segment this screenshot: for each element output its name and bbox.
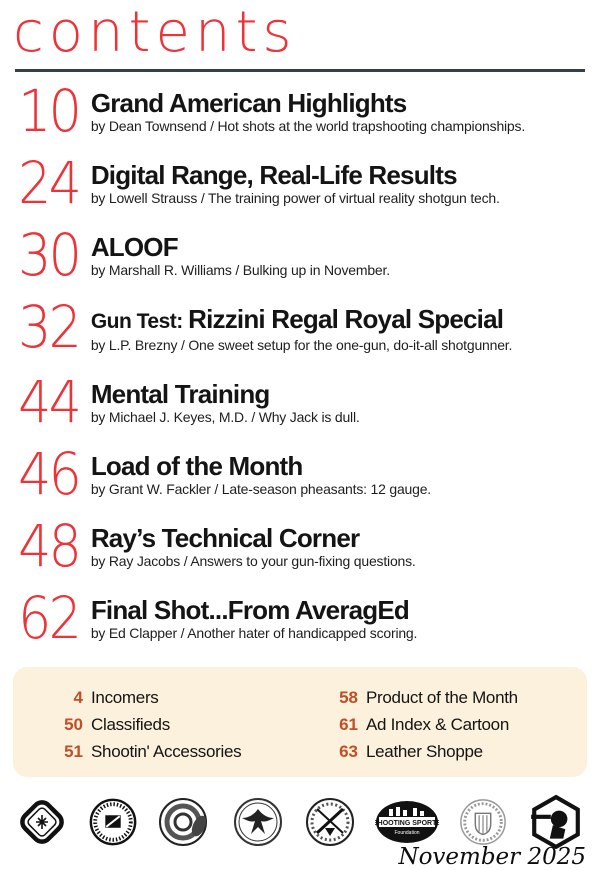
feature-list: 10 Grand American Highlights by Dean Tow… <box>0 72 600 652</box>
departments-box: 4 Incomers 50 Classifieds 51 Shootin' Ac… <box>13 667 587 777</box>
department-label: Incomers <box>91 688 159 707</box>
striped-shield-seal-icon <box>460 799 506 845</box>
shooting-sports-oval-logo-icon: SHOOTING SPORTS Foundation <box>375 801 439 843</box>
feature-title: Digital Range, Real-Life Results <box>90 160 458 190</box>
feature-page-number: 44 <box>18 368 82 436</box>
shooting-sports-sublabel: Foundation <box>394 830 419 836</box>
target-bird-seal-icon <box>159 798 207 846</box>
feature-title: Final Shot...From AveragEd <box>90 595 410 625</box>
department-label: Product of the Month <box>366 688 518 707</box>
department-entry: 51 Shootin' Accessories <box>57 738 322 765</box>
department-page-number: 61 <box>339 715 358 734</box>
department-entry: 63 Leather Shoppe <box>332 738 567 765</box>
department-label: Shootin' Accessories <box>91 742 242 761</box>
association-logo-strip: SHOOTING SPORTS Foundation <box>15 792 585 852</box>
feature-entry: 62 Final Shot...From AveragEd by Ed Clap… <box>10 584 600 652</box>
header-divider <box>15 69 585 72</box>
department-entry: 61 Ad Index & Cartoon <box>332 711 567 738</box>
feature-page-number: 24 <box>18 149 82 217</box>
feature-page-number: 10 <box>18 77 82 145</box>
feature-title: Load of the Month <box>90 451 303 481</box>
feature-byline: by Lowell Strauss / The training power o… <box>90 190 500 206</box>
diamond-seal-icon <box>20 800 64 844</box>
page-title: contents <box>13 0 297 65</box>
department-entry: 58 Product of the Month <box>332 684 567 711</box>
eagle-crest-seal-icon <box>234 798 282 846</box>
feature-title: Gun Test: Rizzini Regal Royal Special <box>91 305 512 336</box>
department-page-number: 58 <box>339 688 358 707</box>
department-page-number: 63 <box>339 742 358 761</box>
department-page-number: 51 <box>64 742 83 761</box>
feature-byline: by Michael J. Keyes, M.D. / Why Jack is … <box>90 409 360 425</box>
department-page-number: 50 <box>64 715 83 734</box>
feature-entry: 48 Ray’s Technical Corner by Ray Jacobs … <box>10 512 600 580</box>
feature-byline: by Ray Jacobs / Answers to your gun-fixi… <box>90 553 416 569</box>
feature-byline: by Ed Clapper / Another hater of handica… <box>90 625 418 641</box>
feature-page-number: 32 <box>18 293 82 361</box>
department-page-number: 4 <box>73 688 83 707</box>
feature-entry: 46 Load of the Month by Grant W. Fackler… <box>10 440 600 508</box>
feature-page-number: 62 <box>18 584 82 652</box>
feature-entry: 44 Mental Training by Michael J. Keyes, … <box>10 368 600 436</box>
hexagon-clay-shooter-badge-icon <box>531 794 580 850</box>
feature-byline: by Grant W. Fackler / Late-season pheasa… <box>90 481 431 497</box>
feature-byline: by L.P. Brezny / One sweet setup for the… <box>90 337 513 353</box>
feature-byline: by Dean Townsend / Hot shots at the worl… <box>90 118 526 134</box>
department-entry: 4 Incomers <box>57 684 322 711</box>
feature-entry: 10 Grand American Highlights by Dean Tow… <box>10 77 600 145</box>
department-entry: 50 Classifieds <box>57 711 322 738</box>
feature-page-number: 48 <box>18 512 82 580</box>
departments-left-column: 4 Incomers 50 Classifieds 51 Shootin' Ac… <box>57 684 322 777</box>
feature-page-number: 46 <box>18 440 82 508</box>
feature-entry: 24 Digital Range, Real-Life Results by L… <box>10 149 600 217</box>
feature-title-prefix: Gun Test: <box>90 310 189 333</box>
feature-entry: 30 ALOOF by Marshall R. Williams / Bulki… <box>10 221 600 289</box>
feature-entry: 32 Gun Test: Rizzini Regal Royal Special… <box>10 293 600 361</box>
feature-title: Mental Training <box>90 379 270 409</box>
department-label: Ad Index & Cartoon <box>366 715 509 734</box>
crossed-guns-writers-seal-icon <box>306 798 354 846</box>
department-label: Leather Shoppe <box>366 742 483 761</box>
feature-title: ALOOF <box>90 232 179 262</box>
departments-right-column: 58 Product of the Month 61 Ad Index & Ca… <box>332 684 567 777</box>
feature-title: Ray’s Technical Corner <box>90 523 360 553</box>
round-emblem-seal-icon <box>89 798 137 846</box>
shooting-sports-label: SHOOTING SPORTS <box>375 820 439 827</box>
feature-title-main: Rizzini Regal Royal Special <box>188 304 504 334</box>
feature-page-number: 30 <box>18 221 82 289</box>
feature-byline: by Marshall R. Williams / Bulking up in … <box>90 262 390 278</box>
feature-title: Grand American Highlights <box>90 88 407 118</box>
department-label: Classifieds <box>91 715 170 734</box>
